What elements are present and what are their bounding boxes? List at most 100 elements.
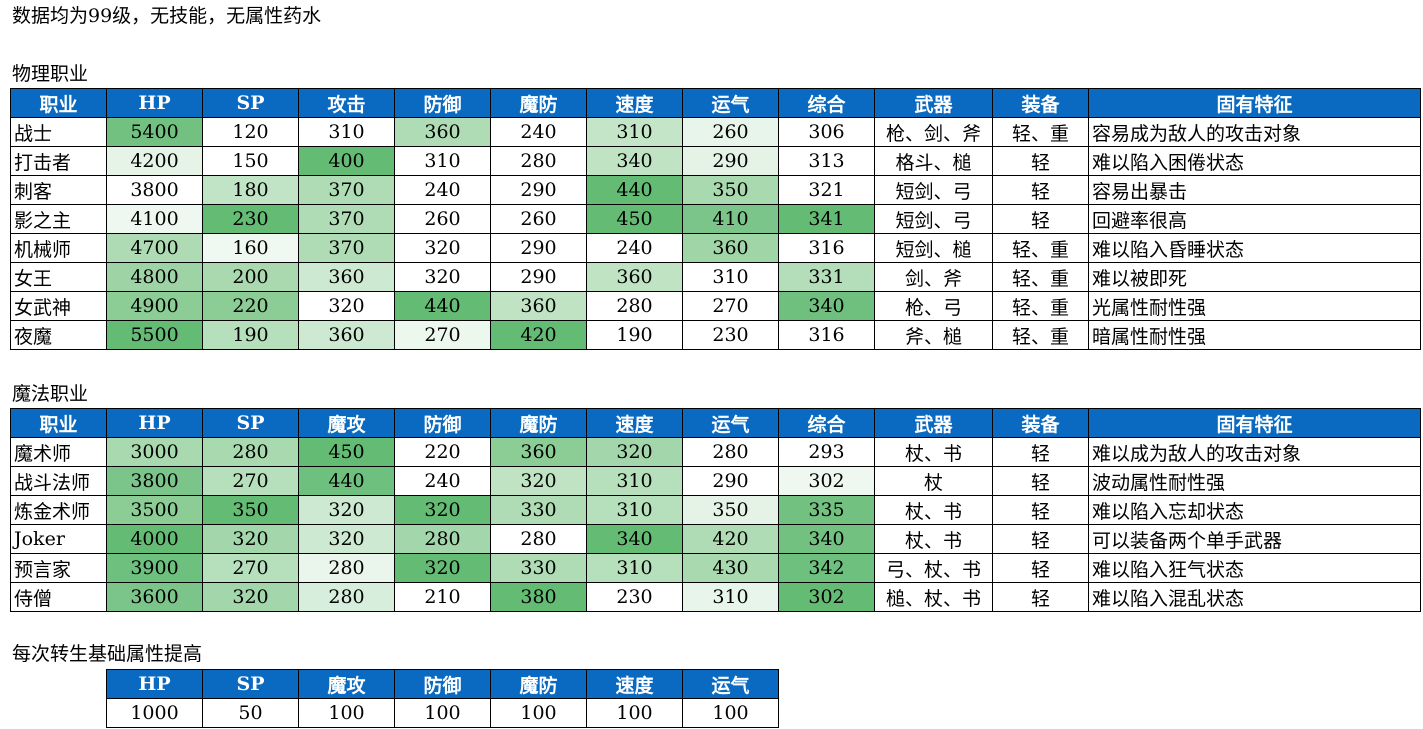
cell-weapon: 格斗、槌 — [874, 146, 993, 176]
cell-sp: 270 — [202, 466, 299, 496]
cell-sp: 220 — [202, 291, 299, 321]
cell-spd: 240 — [586, 233, 683, 263]
header-atk: 攻击 — [298, 88, 395, 118]
table-row: 侍僧 3600 320 280 210 380 230 310 302 槌、杖、书轻难以陷入混乱状… — [10, 582, 1421, 612]
table-row: Joker 4000 320 320 280 280 340 420 340 杖、书轻可以装备两个… — [10, 524, 1421, 554]
cell-equip: 轻 — [992, 582, 1089, 612]
cell-class: 影之主 — [10, 204, 107, 234]
cell-trait: 容易出暴击 — [1088, 175, 1421, 205]
cell-total: 340 — [778, 524, 875, 554]
cell-class: 预言家 — [10, 553, 107, 583]
cell-mdef: 360 — [490, 291, 587, 321]
cell-equip: 轻、重 — [992, 291, 1089, 321]
cell-weapon: 剑、斧 — [874, 262, 993, 292]
cell-total: 341 — [778, 204, 875, 234]
cell-mdef: 290 — [490, 233, 587, 263]
cell-luck: 230 — [682, 320, 779, 350]
cell-def: 240 — [394, 466, 491, 496]
cell-weapon: 斧、槌 — [874, 320, 993, 350]
cell-mdef: 320 — [490, 466, 587, 496]
cell-mdef: 330 — [490, 553, 587, 583]
cell-trait: 难以陷入困倦状态 — [1088, 146, 1421, 176]
cell-hp: 5500 — [106, 320, 203, 350]
cell-def: 320 — [394, 262, 491, 292]
cell-atk: 370 — [298, 204, 395, 234]
cell-class: 侍僧 — [10, 582, 107, 612]
cell-class: 夜魔 — [10, 320, 107, 350]
table-row: 机械师 4700 160 370 320 290 240 360 316 短剑、槌 轻、重 难以陷入昏… — [10, 233, 1421, 263]
cell-atk: 370 — [298, 233, 395, 263]
rebirth-bonus-table: HP SP 魔攻 防御 魔防 速度 运气 1000 50 100 100 100 100 100 — [106, 669, 779, 728]
cell-trait: 暗属性耐性强 — [1088, 320, 1421, 350]
cell-total: 321 — [778, 175, 875, 205]
cell-def: 320 — [394, 233, 491, 263]
cell-spd: 440 — [586, 175, 683, 205]
cell-equip: 轻、重 — [992, 233, 1089, 263]
cell-equip: 轻、重 — [992, 117, 1089, 147]
cell-trait: 难以陷入混乱状态 — [1088, 582, 1421, 612]
cell-sp: 270 — [202, 553, 299, 583]
cell-sp: 280 — [202, 437, 299, 467]
cell-equip: 轻、重 — [992, 320, 1089, 350]
header-sp: SP — [202, 669, 299, 699]
table-row: 刺客 3800 180 370 240 290 440 350 321 短剑、弓轻容易出暴击 — [10, 175, 1421, 205]
cell-trait: 光属性耐性强 — [1088, 291, 1421, 321]
cell-sp: 160 — [202, 233, 299, 263]
cell-atk: 320 — [298, 524, 395, 554]
cell-equip: 轻 — [992, 466, 1089, 496]
cell-class: 打击者 — [10, 146, 107, 176]
cell-sp: 190 — [202, 320, 299, 350]
cell-mdef: 330 — [490, 495, 587, 525]
cell-atk: 280 — [298, 553, 395, 583]
cell-weapon: 杖、书 — [874, 495, 993, 525]
cell-luck: 430 — [682, 553, 779, 583]
cell-mdef: 240 — [490, 117, 587, 147]
cell-luck: 100 — [682, 698, 779, 728]
cell-spd: 360 — [586, 262, 683, 292]
cell-trait: 难以陷入忘却状态 — [1088, 495, 1421, 525]
cell-trait: 难以陷入狂气状态 — [1088, 553, 1421, 583]
cell-sp: 200 — [202, 262, 299, 292]
header-weapon: 武器 — [874, 88, 993, 118]
cell-class: 刺客 — [10, 175, 107, 205]
header-mdef: 魔防 — [490, 408, 587, 438]
cell-total: 342 — [778, 553, 875, 583]
cell-atk: 450 — [298, 437, 395, 467]
cell-weapon: 弓、杖、书 — [874, 553, 993, 583]
cell-class: 炼金术师 — [10, 495, 107, 525]
table-row: 魔术师 3000 280 450 220 360 320 280 293 杖、书轻难以成为敌人的攻… — [10, 437, 1421, 467]
cell-class: Joker — [10, 524, 107, 554]
cell-trait: 容易成为敌人的攻击对象 — [1088, 117, 1421, 147]
cell-class: 女武神 — [10, 291, 107, 321]
cell-sp: 120 — [202, 117, 299, 147]
cell-mdef: 290 — [490, 262, 587, 292]
cell-class: 女王 — [10, 262, 107, 292]
cell-total: 302 — [778, 582, 875, 612]
cell-equip: 轻、重 — [992, 262, 1089, 292]
cell-total: 331 — [778, 262, 875, 292]
cell-def: 220 — [394, 437, 491, 467]
cell-spd: 340 — [586, 146, 683, 176]
cell-hp: 4000 — [106, 524, 203, 554]
cell-weapon: 枪、弓 — [874, 291, 993, 321]
header-luck: 运气 — [682, 408, 779, 438]
table-header-row: 职业 HP SP 魔攻 防御 魔防 速度 运气 综合 武器 装备 固有特征 — [10, 408, 1421, 438]
cell-weapon: 槌、杖、书 — [874, 582, 993, 612]
header-total: 综合 — [778, 408, 875, 438]
table-row: 炼金术师 3500 350 320 320 330 310 350 335 杖、书轻难以陷入忘却状… — [10, 495, 1421, 525]
cell-def: 320 — [394, 553, 491, 583]
cell-luck: 290 — [682, 466, 779, 496]
cell-atk: 320 — [298, 495, 395, 525]
table-row: 打击者 4200 150 400 310 280 340 290 313 格斗、槌轻难以陷入困倦状… — [10, 146, 1421, 176]
header-hp: HP — [106, 669, 203, 699]
header-hp: HP — [106, 88, 203, 118]
cell-equip: 轻 — [992, 553, 1089, 583]
cell-sp: 320 — [202, 582, 299, 612]
header-luck: 运气 — [682, 88, 779, 118]
cell-trait: 难以成为敌人的攻击对象 — [1088, 437, 1421, 467]
cell-total: 316 — [778, 320, 875, 350]
cell-def: 360 — [394, 117, 491, 147]
cell-equip: 轻 — [992, 204, 1089, 234]
cell-weapon: 短剑、弓 — [874, 204, 993, 234]
cell-sp: 150 — [202, 146, 299, 176]
